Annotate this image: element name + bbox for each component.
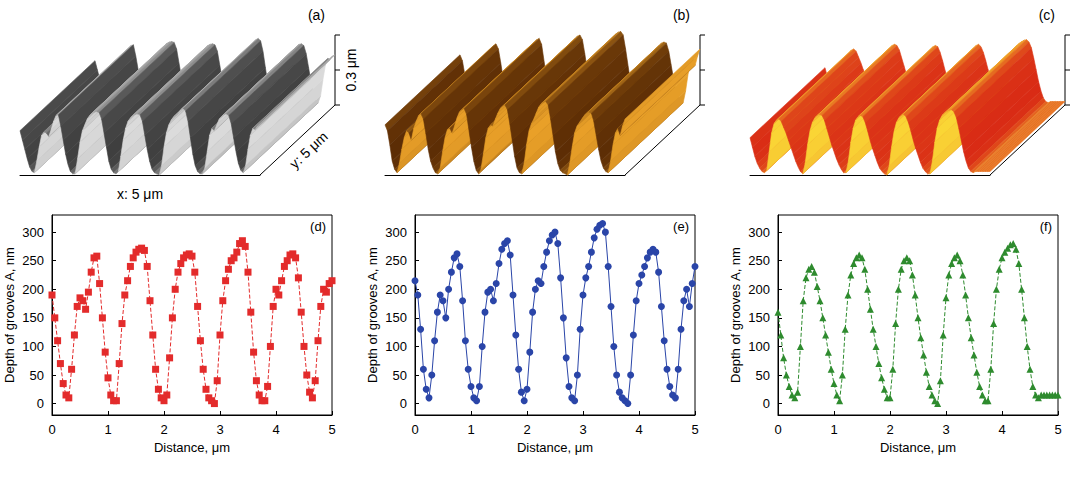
svg-text:0: 0 [48, 422, 55, 437]
svg-text:50: 50 [30, 368, 44, 383]
svg-text:2: 2 [160, 422, 167, 437]
svg-text:Depth of grooves A, nm: Depth of grooves A, nm [728, 247, 743, 383]
svg-text:2: 2 [523, 422, 530, 437]
svg-text:100: 100 [748, 339, 770, 354]
svg-text:4: 4 [998, 422, 1005, 437]
svg-text:300: 300 [385, 225, 407, 240]
svg-text:(f): (f) [1040, 219, 1052, 234]
svg-text:(c): (c) [1039, 7, 1055, 23]
svg-text:0: 0 [774, 422, 781, 437]
svg-text:250: 250 [385, 253, 407, 268]
svg-text:1: 1 [104, 422, 111, 437]
svg-text:1: 1 [467, 422, 474, 437]
svg-text:Distance, μm: Distance, μm [880, 440, 956, 455]
svg-text:200: 200 [748, 282, 770, 297]
svg-text:y: 5 μm: y: 5 μm [286, 128, 331, 171]
svg-text:50: 50 [756, 368, 770, 383]
svg-text:0: 0 [400, 396, 407, 411]
svg-text:Distance, μm: Distance, μm [154, 440, 230, 455]
svg-text:100: 100 [22, 339, 44, 354]
svg-text:Depth of grooves A, nm: Depth of grooves A, nm [365, 247, 380, 383]
svg-text:2: 2 [886, 422, 893, 437]
svg-text:(b): (b) [673, 7, 690, 23]
svg-text:200: 200 [385, 282, 407, 297]
svg-text:300: 300 [22, 225, 44, 240]
svg-text:0: 0 [763, 396, 770, 411]
svg-text:1: 1 [830, 422, 837, 437]
svg-text:x: 5 μm: x: 5 μm [117, 186, 163, 202]
svg-text:4: 4 [635, 422, 642, 437]
svg-text:250: 250 [748, 253, 770, 268]
svg-text:50: 50 [393, 368, 407, 383]
svg-text:0.3 μm: 0.3 μm [343, 48, 359, 91]
svg-text:150: 150 [22, 310, 44, 325]
svg-text:(e): (e) [673, 219, 689, 234]
svg-text:150: 150 [385, 310, 407, 325]
svg-text:3: 3 [216, 422, 223, 437]
svg-text:200: 200 [22, 282, 44, 297]
svg-text:4: 4 [272, 422, 279, 437]
svg-text:5: 5 [1054, 422, 1061, 437]
svg-text:300: 300 [748, 225, 770, 240]
svg-text:5: 5 [691, 422, 698, 437]
svg-text:(a): (a) [308, 7, 325, 23]
svg-text:5: 5 [328, 422, 335, 437]
svg-text:Distance, μm: Distance, μm [517, 440, 593, 455]
svg-text:3: 3 [942, 422, 949, 437]
svg-text:0: 0 [37, 396, 44, 411]
svg-text:3: 3 [579, 422, 586, 437]
svg-text:(d): (d) [310, 219, 326, 234]
svg-text:250: 250 [22, 253, 44, 268]
svg-text:150: 150 [748, 310, 770, 325]
svg-text:0: 0 [411, 422, 418, 437]
svg-text:Depth of grooves A, nm: Depth of grooves A, nm [2, 247, 17, 383]
svg-text:100: 100 [385, 339, 407, 354]
